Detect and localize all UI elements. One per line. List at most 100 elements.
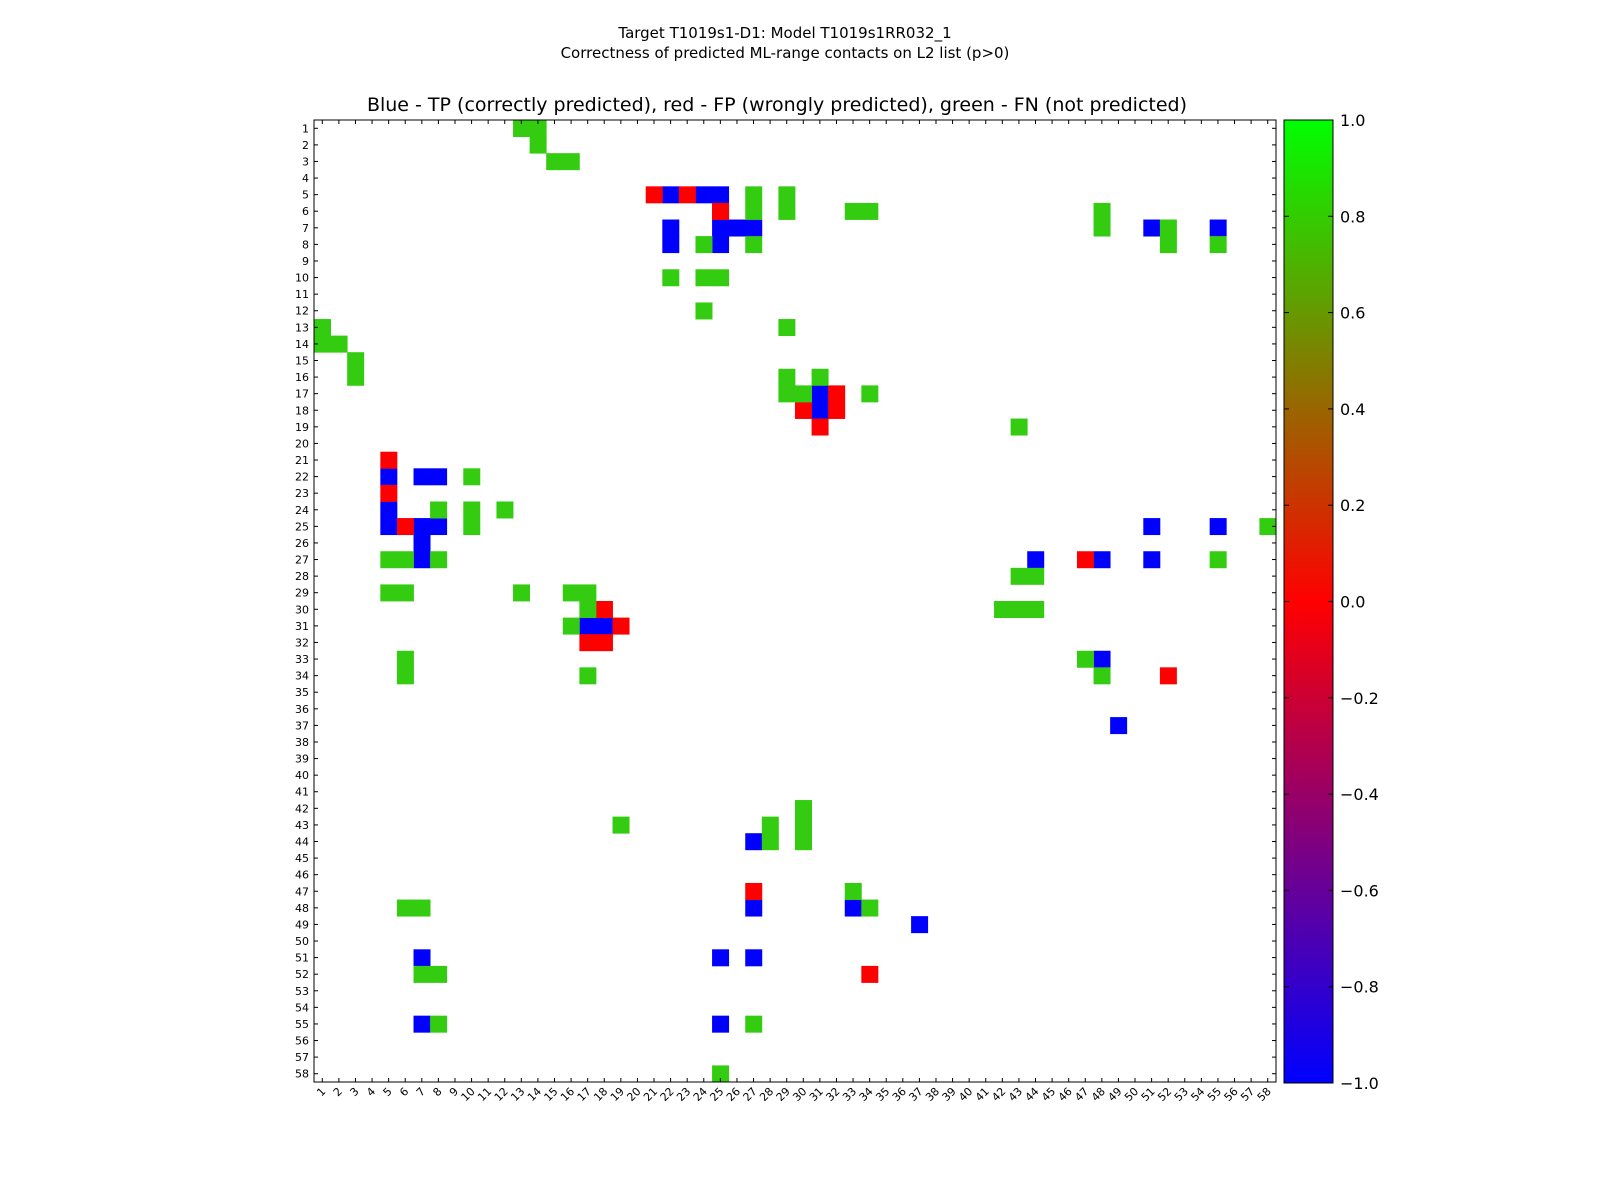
colorbar-ticks: 1.0 0.8 0.6 0.4 0.2 0.0 −0.2 −0.4 −0.6 −0.8 −1.0	[1284, 111, 1379, 1093]
y-tick-label: 10	[295, 272, 309, 285]
cell-fn-10-25	[712, 269, 730, 287]
y-tick-label: 22	[295, 471, 309, 484]
y-tick-label: 4	[302, 172, 309, 185]
cell-fp-23-5	[380, 484, 398, 502]
cell-fn-27-5	[380, 551, 398, 569]
cell-tp-7-55	[1209, 219, 1227, 237]
cell-fn-24-8	[430, 501, 448, 519]
x-tick-label: 6	[397, 1085, 411, 1099]
cell-fn-1-14	[529, 120, 547, 137]
cell-tp-22-7	[413, 468, 431, 486]
cell-fn-30-44	[1027, 601, 1045, 618]
y-tick-label: 18	[295, 404, 309, 417]
cell-tp-33-48	[1093, 650, 1111, 668]
cell-fn-3-15	[546, 153, 564, 171]
cell-tp-25-51	[1143, 518, 1161, 536]
colorbar-tick-label: −0.4	[1340, 785, 1379, 804]
cell-fn-30-42	[994, 601, 1012, 618]
cell-fn-8-27	[745, 236, 763, 254]
cell-fn-27-55	[1209, 551, 1227, 569]
cell-fn-52-7	[413, 965, 431, 983]
y-tick-label: 2	[302, 139, 309, 152]
y-tick-label: 16	[295, 371, 309, 384]
cell-tp-7-25	[712, 219, 730, 237]
cell-fn-43-28	[761, 816, 779, 834]
y-tick-label: 25	[295, 520, 309, 533]
cell-fn-6-34	[861, 202, 879, 220]
suptitle-line-2: Correctness of predicted ML-range contac…	[561, 44, 1010, 62]
cell-fn-17-30	[795, 385, 812, 403]
cell-fp-31-19	[612, 617, 630, 635]
cell-fn-24-12	[496, 501, 514, 519]
y-tick-label: 41	[295, 786, 309, 799]
axis-ticks	[314, 120, 1276, 1082]
cell-fn-10-24	[695, 269, 713, 287]
y-tick-label: 58	[295, 1068, 309, 1081]
cell-fn-29-17	[579, 584, 597, 602]
cell-tp-7-22	[662, 219, 680, 237]
y-tick-label: 20	[295, 437, 309, 450]
cell-fn-8-52	[1159, 236, 1177, 254]
cell-fn-24-10	[463, 501, 481, 519]
cell-fn-31-16	[562, 617, 580, 635]
cell-fn-7-48	[1093, 219, 1111, 237]
cell-fp-52-34	[861, 965, 879, 983]
cell-tp-31-17	[579, 617, 597, 635]
colorbar-tick-label: −0.2	[1340, 689, 1379, 708]
cell-fn-43-19	[612, 816, 630, 834]
heatmap-cells	[314, 120, 1277, 1083]
cell-tp-48-27	[745, 899, 763, 917]
x-tick-label: 5	[381, 1085, 395, 1099]
cell-tp-27-48	[1093, 551, 1111, 569]
y-tick-label: 19	[295, 421, 309, 434]
y-tick-label: 50	[295, 935, 309, 948]
cell-fn-48-7	[413, 899, 431, 917]
plot-frame	[313, 119, 1277, 1083]
y-tick-label: 39	[295, 753, 309, 766]
cell-fn-12-24	[695, 302, 713, 320]
y-tick-label: 33	[295, 653, 309, 666]
cell-fn-15-3	[347, 352, 365, 370]
y-tick-label: 6	[302, 205, 309, 218]
cell-fn-17-34	[861, 385, 879, 403]
colorbar-tick-label: 1.0	[1340, 111, 1365, 130]
cell-tp-26-7	[413, 534, 431, 552]
cell-fn-1-13	[513, 120, 531, 137]
suptitle-line-1: Target T1019s1-D1: Model T1019s1RR032_1	[617, 24, 951, 43]
cell-fp-21-5	[380, 451, 398, 469]
cell-fp-18-30	[795, 401, 812, 419]
cell-fn-34-48	[1093, 667, 1111, 685]
cell-tp-44-27	[745, 833, 763, 851]
cell-fn-13-1	[314, 319, 331, 337]
cell-tp-55-25	[712, 1015, 730, 1033]
cell-fn-44-30	[795, 833, 812, 851]
cell-fp-32-18	[595, 634, 613, 652]
x-tick-labels: 1 2 3 4 5 6 7 8 91011121314151617181920212223242…	[314, 1085, 1274, 1104]
cell-fn-16-31	[811, 368, 829, 386]
cell-fn-27-8	[430, 551, 448, 569]
y-tick-label: 54	[295, 1001, 309, 1014]
x-tick-label: 7	[414, 1085, 428, 1099]
cell-tp-51-27	[745, 949, 763, 967]
cell-fn-7-52	[1159, 219, 1177, 237]
y-tick-label: 53	[295, 985, 309, 998]
y-tick-label: 47	[295, 885, 309, 898]
cell-fn-27-6	[396, 551, 414, 569]
y-tick-label: 23	[295, 487, 309, 500]
cell-fn-16-3	[347, 368, 365, 386]
cell-fn-30-43	[1010, 601, 1028, 618]
cell-tp-27-7	[413, 551, 431, 569]
colorbar-tick-label: −1.0	[1340, 1074, 1379, 1093]
y-tick-label: 57	[295, 1051, 309, 1064]
cell-fp-47-27	[745, 882, 763, 900]
cell-tp-7-26	[728, 219, 746, 237]
y-tick-label: 17	[295, 388, 309, 401]
cell-fp-30-18	[595, 601, 613, 618]
cell-fn-48-34	[861, 899, 879, 917]
cell-tp-25-7	[413, 518, 431, 536]
cell-fn-43-30	[795, 816, 812, 834]
cell-fn-28-44	[1027, 567, 1045, 585]
y-tick-label: 48	[295, 902, 309, 915]
cell-fn-58-25	[712, 1065, 730, 1083]
cell-tp-31-18	[595, 617, 613, 635]
